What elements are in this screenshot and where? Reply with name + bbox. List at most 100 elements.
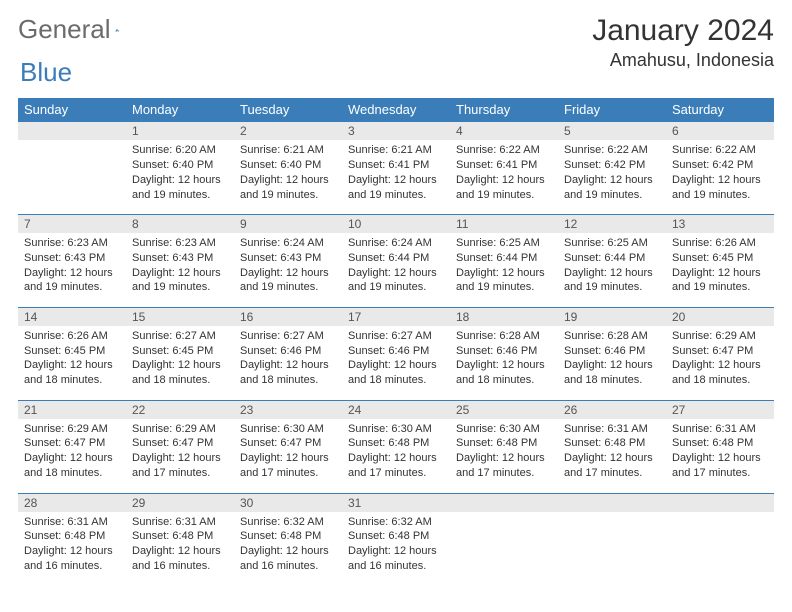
day-number: 13: [666, 214, 774, 233]
day-cell: Sunrise: 6:23 AMSunset: 6:43 PMDaylight:…: [18, 233, 126, 301]
daylight-line: Daylight: 12 hours and 18 minutes.: [240, 358, 336, 388]
daynum-row: 21222324252627: [18, 400, 774, 419]
day-number: 18: [450, 307, 558, 326]
daylight-line: Daylight: 12 hours and 17 minutes.: [132, 451, 228, 481]
sunset-line: Sunset: 6:48 PM: [348, 436, 444, 451]
content-row: Sunrise: 6:29 AM Sunset: 6:47 PM Daylight:…: [18, 419, 774, 487]
day-cell: [666, 512, 774, 580]
day-header: Monday: [126, 98, 234, 122]
sunrise-line: Sunrise: 6:30 AM: [348, 422, 444, 437]
sunrise-line: Sunrise: 6:22 AM: [456, 143, 552, 158]
daylight-line: Daylight: 12 hours and 16 minutes.: [240, 544, 336, 574]
sunset-line: Sunset: 6:42 PM: [672, 158, 768, 173]
day-number: 26: [558, 400, 666, 419]
day-header-row: SundayMondayTuesdayWednesdayThursdayFrid…: [18, 98, 774, 122]
day-number: 6: [666, 122, 774, 141]
sunrise-line: Sunrise: 6:21 AM: [348, 143, 444, 158]
sunrise-line: Sunrise: 6:31 AM: [564, 422, 660, 437]
day-number: 24: [342, 400, 450, 419]
day-cell: Sunrise: 6:27 AMSunset: 6:46 PMDaylight:…: [234, 326, 342, 394]
daylight-line: Daylight: 12 hours and 19 minutes.: [564, 173, 660, 203]
sunset-line: Sunset: 6:44 PM: [456, 251, 552, 266]
daylight-line: Daylight: 12 hours and 19 minutes.: [672, 173, 768, 203]
sunset-line: Sunset: 6:46 PM: [456, 344, 552, 359]
sunrise-line: Sunrise: 6:29 AM: [132, 422, 228, 437]
sunset-line: Sunset: 6:48 PM: [132, 529, 228, 544]
day-cell: Sunrise: 6:29 AMSunset: 6:47 PMDaylight:…: [666, 326, 774, 394]
day-cell: Sunrise: 6:24 AMSunset: 6:43 PMDaylight:…: [234, 233, 342, 301]
day-cell: Sunrise: 6:21 AMSunset: 6:40 PMDaylight:…: [234, 140, 342, 208]
sunrise-line: Sunrise: 6:26 AM: [24, 329, 120, 344]
day-number: 21: [18, 400, 126, 419]
sunrise-line: Sunrise: 6:31 AM: [672, 422, 768, 437]
sunrise-line: Sunrise: 6:23 AM: [132, 236, 228, 251]
daynum-row: 123456: [18, 122, 774, 141]
daylight-line: Daylight: 12 hours and 19 minutes.: [132, 173, 228, 203]
day-cell: Sunrise: 6:23 AMSunset: 6:43 PMDaylight:…: [126, 233, 234, 301]
day-header: Wednesday: [342, 98, 450, 122]
sunset-line: Sunset: 6:43 PM: [240, 251, 336, 266]
sunset-line: Sunset: 6:45 PM: [24, 344, 120, 359]
logo: General: [18, 14, 143, 45]
sunset-line: Sunset: 6:47 PM: [24, 436, 120, 451]
day-number: 12: [558, 214, 666, 233]
sunrise-line: Sunrise: 6:25 AM: [564, 236, 660, 251]
daynum-row: 28293031: [18, 493, 774, 512]
day-number: 2: [234, 122, 342, 141]
day-number: 5: [558, 122, 666, 141]
daylight-line: Daylight: 12 hours and 16 minutes.: [132, 544, 228, 574]
sunset-line: Sunset: 6:46 PM: [564, 344, 660, 359]
content-row: Sunrise: 6:23 AM Sunset: 6:43 PM Daylight:…: [18, 233, 774, 301]
sunset-line: Sunset: 6:45 PM: [672, 251, 768, 266]
sunset-line: Sunset: 6:48 PM: [24, 529, 120, 544]
sunset-line: Sunset: 6:40 PM: [240, 158, 336, 173]
day-number: 10: [342, 214, 450, 233]
day-number: 29: [126, 493, 234, 512]
sunrise-line: Sunrise: 6:31 AM: [132, 515, 228, 530]
daylight-line: Daylight: 12 hours and 18 minutes.: [132, 358, 228, 388]
daylight-line: Daylight: 12 hours and 18 minutes.: [456, 358, 552, 388]
daylight-line: Daylight: 12 hours and 19 minutes.: [564, 266, 660, 296]
sunset-line: Sunset: 6:48 PM: [240, 529, 336, 544]
sunset-line: Sunset: 6:40 PM: [132, 158, 228, 173]
day-number: 28: [18, 493, 126, 512]
day-number: 15: [126, 307, 234, 326]
sunset-line: Sunset: 6:45 PM: [132, 344, 228, 359]
day-number: 8: [126, 214, 234, 233]
day-cell: Sunrise: 6:28 AMSunset: 6:46 PMDaylight:…: [558, 326, 666, 394]
daylight-line: Daylight: 12 hours and 17 minutes.: [240, 451, 336, 481]
daylight-line: Daylight: 12 hours and 19 minutes.: [456, 173, 552, 203]
day-header: Thursday: [450, 98, 558, 122]
content-row: Sunrise: 6:26 AMSunset: 6:45 PMDaylight:…: [18, 326, 774, 394]
daylight-line: Daylight: 12 hours and 16 minutes.: [348, 544, 444, 574]
sunset-line: Sunset: 6:48 PM: [348, 529, 444, 544]
sunrise-line: Sunrise: 6:26 AM: [672, 236, 768, 251]
sunrise-line: Sunrise: 6:24 AM: [348, 236, 444, 251]
day-number: 17: [342, 307, 450, 326]
day-number: 25: [450, 400, 558, 419]
day-cell: Sunrise: 6:31 AMSunset: 6:48 PMDaylight:…: [666, 419, 774, 487]
sunrise-line: Sunrise: 6:30 AM: [456, 422, 552, 437]
sunrise-line: Sunrise: 6:21 AM: [240, 143, 336, 158]
day-number: 31: [342, 493, 450, 512]
daynum-row: 14151617181920: [18, 307, 774, 326]
sunrise-line: Sunrise: 6:27 AM: [348, 329, 444, 344]
sunrise-line: Sunrise: 6:28 AM: [456, 329, 552, 344]
day-cell: Sunrise: 6:25 AMSunset: 6:44 PMDaylight:…: [450, 233, 558, 301]
daylight-line: Daylight: 12 hours and 19 minutes.: [348, 266, 444, 296]
day-cell: Sunrise: 6:27 AMSunset: 6:45 PMDaylight:…: [126, 326, 234, 394]
sunrise-line: Sunrise: 6:22 AM: [672, 143, 768, 158]
day-cell: Sunrise: 6:22 AMSunset: 6:42 PMDaylight:…: [558, 140, 666, 208]
daylight-line: Daylight: 12 hours and 17 minutes.: [348, 451, 444, 481]
daylight-line: Daylight: 12 hours and 18 minutes.: [348, 358, 444, 388]
logo-word-2: Blue: [20, 57, 72, 88]
day-number: 23: [234, 400, 342, 419]
sunrise-line: Sunrise: 6:31 AM: [24, 515, 120, 530]
logo-word-1: General: [18, 14, 111, 45]
day-cell: Sunrise: 6:28 AMSunset: 6:46 PMDaylight:…: [450, 326, 558, 394]
day-cell: Sunrise: 6:20 AMSunset: 6:40 PMDaylight:…: [126, 140, 234, 208]
day-number: 22: [126, 400, 234, 419]
day-cell: Sunrise: 6:31 AMSunset: 6:48 PMDaylight:…: [18, 512, 126, 580]
day-cell: Sunrise: 6:21 AMSunset: 6:41 PMDaylight:…: [342, 140, 450, 208]
day-header: Sunday: [18, 98, 126, 122]
